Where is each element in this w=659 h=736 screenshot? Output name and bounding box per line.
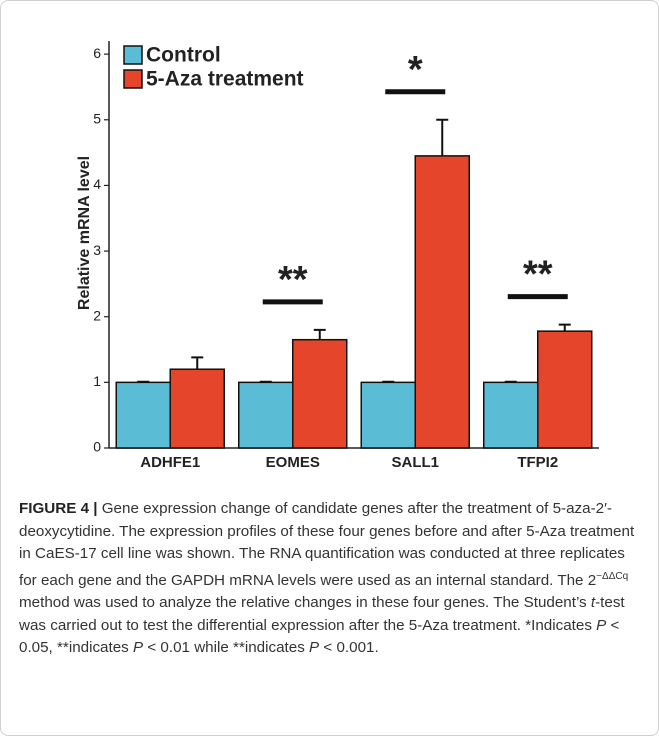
y-tick-label: 3 [93,242,101,258]
y-tick-label: 5 [93,110,101,126]
caption-italic: t [590,594,596,612]
x-tick-label: TFPI2 [517,454,558,471]
y-tick-label: 4 [93,176,101,192]
error-bar [259,380,272,383]
caption-text: < 0.05, **indicates [19,616,620,657]
caption-italic: P [309,639,320,657]
bar [238,381,294,449]
bar [483,381,539,449]
y-tick-label: 0 [93,439,101,455]
legend-swatch [123,45,143,65]
x-tick-label: ADHFE1 [140,454,200,471]
chart: Relative mRNA level 0 1 2 3 4 5 6 ADHFE1 EOMES SA… [76,41,599,471]
caption-text: < 0.001. [319,639,379,657]
error-bar [558,323,571,332]
error-bar [313,328,326,340]
legend-swatch [123,69,143,89]
significance-label: ** [523,254,553,296]
bar [414,155,470,449]
caption-italic: P [132,639,144,657]
caption-text: method was used to analyze the relative … [19,594,591,612]
bar [537,330,593,449]
bar [360,381,416,449]
significance-label: ** [278,259,308,301]
x-tick-label: EOMES [266,454,320,471]
x-tick-label: SALL1 [391,454,439,471]
significance-label: * [408,49,423,91]
y-tick-label: 6 [93,45,101,61]
caption: FIGURE 4 | Gene expression change of can… [19,498,645,660]
bar [169,368,225,449]
error-bar [137,380,150,383]
error-bar [191,356,204,370]
bar [292,338,348,449]
caption-text: -test was carried out to test the differ… [19,594,625,634]
caption-text: Gene expression change of candidate gene… [19,500,635,589]
legend-label: 5-Aza treatment [146,68,304,91]
error-bar [436,118,449,156]
bar [115,381,171,449]
caption-italic: P [596,616,607,634]
caption-text: < 0.01 while **indicates [143,639,310,657]
caption-sup: −ΔΔCq [596,570,629,582]
y-tick-label: 2 [93,307,101,323]
y-axis-label: Relative mRNA level [76,156,93,310]
legend-label: Control [146,44,221,67]
caption-label: FIGURE 4 | [19,500,98,517]
error-bar [504,380,517,383]
error-bar [382,380,395,383]
y-tick-label: 1 [93,373,101,389]
